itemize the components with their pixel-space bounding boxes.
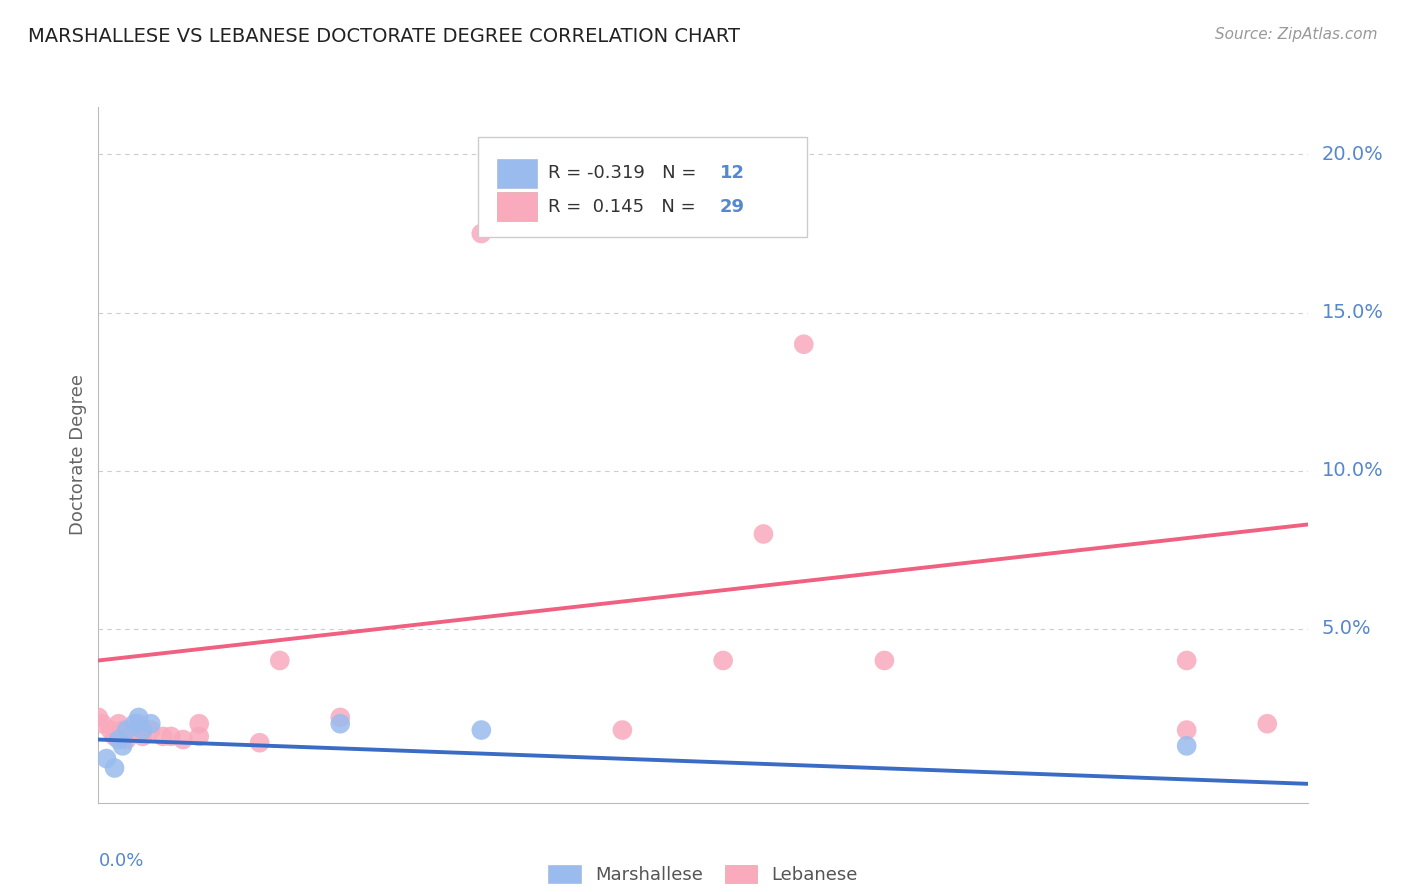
Point — [139, 716, 162, 731]
Point — [188, 730, 211, 744]
Point — [873, 653, 896, 667]
Point — [115, 723, 138, 737]
Point — [107, 716, 129, 731]
Point — [160, 730, 183, 744]
Point — [132, 723, 155, 737]
Point — [91, 716, 114, 731]
Point — [329, 716, 352, 731]
Point — [103, 730, 125, 744]
Text: 29: 29 — [720, 198, 745, 216]
Text: 15.0%: 15.0% — [1322, 303, 1384, 322]
Point — [249, 736, 271, 750]
Point — [188, 716, 211, 731]
Point — [269, 653, 291, 667]
Point — [793, 337, 815, 351]
Point — [124, 723, 146, 737]
Text: 0.0%: 0.0% — [98, 852, 143, 870]
Text: 20.0%: 20.0% — [1322, 145, 1384, 164]
Legend: Marshallese, Lebanese: Marshallese, Lebanese — [541, 857, 865, 891]
Text: 10.0%: 10.0% — [1322, 461, 1384, 480]
Text: R = -0.319   N =: R = -0.319 N = — [548, 164, 703, 183]
Point — [1175, 653, 1198, 667]
Point — [115, 732, 138, 747]
Point — [1256, 716, 1278, 731]
Point — [124, 716, 146, 731]
Point — [103, 761, 125, 775]
Point — [111, 723, 134, 737]
Y-axis label: Doctorate Degree: Doctorate Degree — [69, 375, 87, 535]
Point — [470, 227, 492, 241]
Point — [1175, 723, 1198, 737]
Point — [1175, 739, 1198, 753]
Point — [612, 723, 634, 737]
Point — [87, 710, 110, 724]
Point — [111, 739, 134, 753]
Text: R =  0.145   N =: R = 0.145 N = — [548, 198, 702, 216]
Point — [128, 716, 150, 731]
Point — [139, 723, 162, 737]
Point — [470, 723, 492, 737]
Point — [132, 730, 155, 744]
Text: 5.0%: 5.0% — [1322, 619, 1371, 639]
Point — [100, 723, 122, 737]
Point — [329, 710, 352, 724]
Text: Source: ZipAtlas.com: Source: ZipAtlas.com — [1215, 27, 1378, 42]
Point — [172, 732, 194, 747]
Text: 12: 12 — [720, 164, 745, 183]
Text: MARSHALLESE VS LEBANESE DOCTORATE DEGREE CORRELATION CHART: MARSHALLESE VS LEBANESE DOCTORATE DEGREE… — [28, 27, 740, 45]
Point — [711, 653, 734, 667]
Point — [152, 730, 174, 744]
Point — [752, 527, 775, 541]
Point — [107, 732, 129, 747]
Point — [96, 751, 118, 765]
Point — [120, 726, 142, 740]
Point — [128, 710, 150, 724]
